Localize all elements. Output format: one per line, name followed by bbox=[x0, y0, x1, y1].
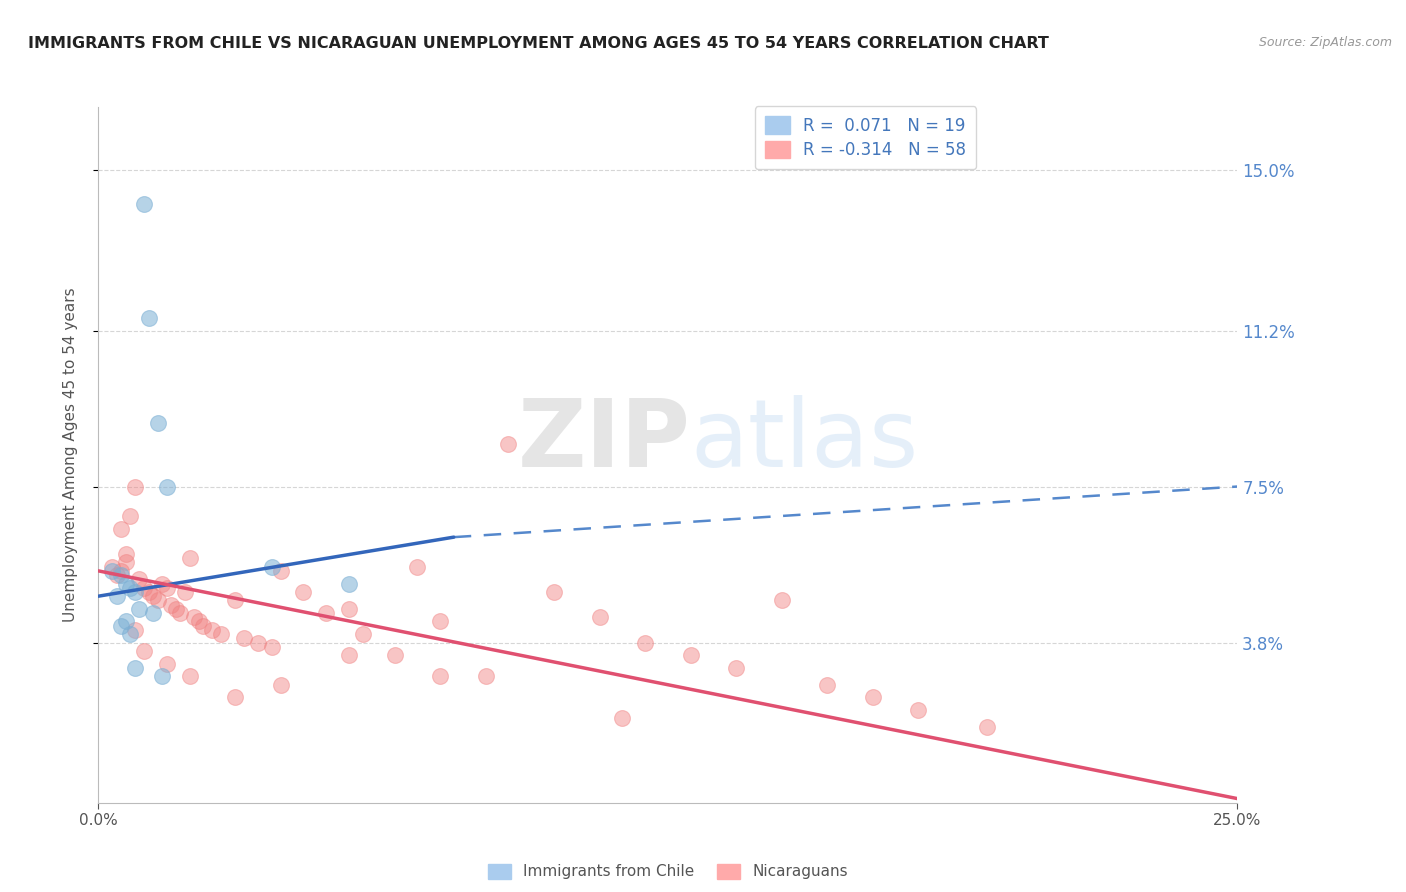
Point bbox=[815, 678, 838, 692]
Point bbox=[725, 661, 748, 675]
Text: Source: ZipAtlas.com: Source: ZipAtlas.com bbox=[1258, 36, 1392, 49]
Point bbox=[156, 581, 179, 595]
Point bbox=[105, 568, 128, 582]
Point bbox=[352, 627, 374, 641]
Point bbox=[174, 585, 197, 599]
Point bbox=[156, 479, 179, 493]
Point bbox=[246, 635, 269, 649]
Point bbox=[260, 559, 283, 574]
Point bbox=[124, 585, 146, 599]
Point bbox=[292, 585, 315, 599]
Point bbox=[770, 593, 793, 607]
Y-axis label: Unemployment Among Ages 45 to 54 years: Unemployment Among Ages 45 to 54 years bbox=[63, 287, 77, 623]
Point bbox=[337, 602, 360, 616]
Point bbox=[224, 593, 246, 607]
Point bbox=[101, 559, 124, 574]
Point bbox=[315, 606, 337, 620]
Point bbox=[679, 648, 702, 663]
Point bbox=[138, 310, 160, 325]
Point bbox=[146, 593, 169, 607]
Point bbox=[612, 711, 634, 725]
Point bbox=[270, 678, 292, 692]
Point bbox=[120, 627, 142, 641]
Point bbox=[165, 602, 187, 616]
Point bbox=[124, 479, 146, 493]
Point bbox=[114, 615, 136, 629]
Text: IMMIGRANTS FROM CHILE VS NICARAGUAN UNEMPLOYMENT AMONG AGES 45 TO 54 YEARS CORRE: IMMIGRANTS FROM CHILE VS NICARAGUAN UNEM… bbox=[28, 36, 1049, 51]
Point bbox=[260, 640, 283, 654]
Point bbox=[146, 417, 169, 431]
Point bbox=[588, 610, 610, 624]
Point bbox=[105, 589, 128, 603]
Point bbox=[142, 589, 165, 603]
Point bbox=[138, 585, 160, 599]
Point bbox=[429, 669, 451, 683]
Point bbox=[132, 197, 155, 211]
Point bbox=[114, 547, 136, 561]
Point bbox=[384, 648, 406, 663]
Point bbox=[233, 632, 256, 646]
Point bbox=[150, 576, 173, 591]
Point bbox=[160, 598, 183, 612]
Point bbox=[429, 615, 451, 629]
Point bbox=[907, 703, 929, 717]
Point bbox=[120, 509, 142, 524]
Point bbox=[976, 720, 998, 734]
Point bbox=[110, 522, 132, 536]
Point bbox=[156, 657, 179, 671]
Point bbox=[110, 564, 132, 578]
Point bbox=[128, 572, 150, 586]
Point bbox=[179, 551, 201, 566]
Point bbox=[474, 669, 496, 683]
Point bbox=[209, 627, 232, 641]
Point bbox=[132, 581, 155, 595]
Text: atlas: atlas bbox=[690, 395, 920, 487]
Point bbox=[337, 576, 360, 591]
Point bbox=[142, 606, 165, 620]
Point bbox=[862, 690, 884, 705]
Point bbox=[124, 623, 146, 637]
Point bbox=[183, 610, 205, 624]
Point bbox=[128, 602, 150, 616]
Point bbox=[169, 606, 191, 620]
Point bbox=[187, 615, 209, 629]
Text: ZIP: ZIP bbox=[517, 395, 690, 487]
Legend: R =  0.071   N = 19, R = -0.314   N = 58: R = 0.071 N = 19, R = -0.314 N = 58 bbox=[755, 106, 976, 169]
Point bbox=[110, 568, 132, 582]
Point bbox=[179, 669, 201, 683]
Point bbox=[270, 564, 292, 578]
Point bbox=[110, 618, 132, 632]
Point bbox=[406, 559, 429, 574]
FancyBboxPatch shape bbox=[84, 748, 157, 815]
Point bbox=[634, 635, 657, 649]
Point bbox=[337, 648, 360, 663]
Point bbox=[498, 437, 520, 451]
Point bbox=[543, 585, 565, 599]
Point bbox=[132, 644, 155, 658]
Point bbox=[124, 661, 146, 675]
Legend: Immigrants from Chile, Nicaraguans: Immigrants from Chile, Nicaraguans bbox=[482, 857, 853, 886]
Point bbox=[224, 690, 246, 705]
Point bbox=[150, 669, 173, 683]
Point bbox=[114, 556, 136, 570]
Point bbox=[114, 576, 136, 591]
Point bbox=[201, 623, 224, 637]
Point bbox=[120, 581, 142, 595]
Point bbox=[101, 564, 124, 578]
Point bbox=[193, 618, 215, 632]
